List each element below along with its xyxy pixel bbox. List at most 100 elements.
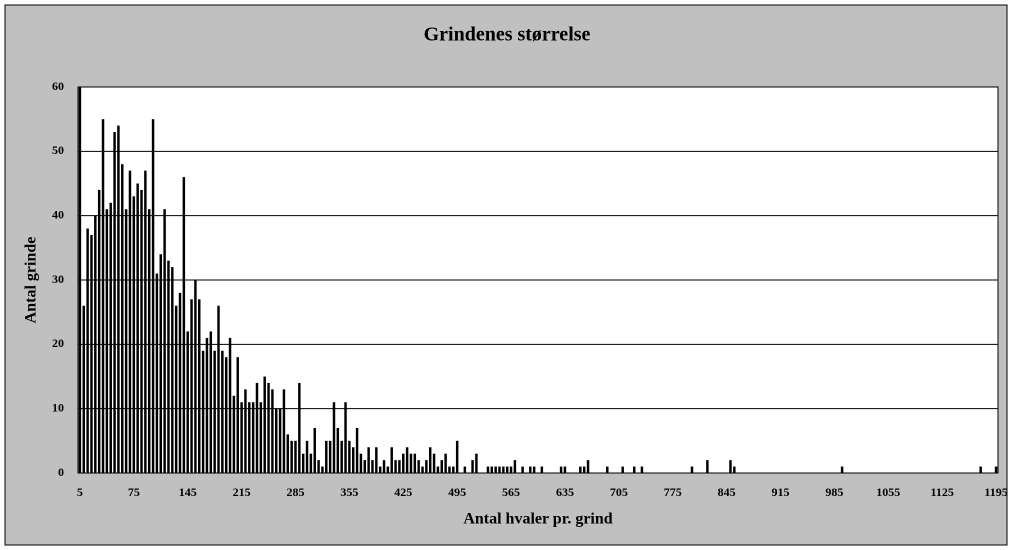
- bar: [259, 402, 263, 473]
- bar: [132, 196, 136, 473]
- bar: [159, 254, 162, 473]
- bar: [167, 260, 170, 473]
- bar: [205, 337, 209, 473]
- y-tick-label: 20: [52, 336, 64, 350]
- bar: [378, 466, 382, 473]
- bar: [355, 427, 359, 473]
- bar: [444, 453, 447, 473]
- bar: [117, 125, 120, 473]
- y-tick-label: 10: [52, 400, 64, 414]
- bar: [301, 453, 305, 473]
- bar: [136, 183, 139, 473]
- x-tick-label: 775: [664, 485, 682, 499]
- x-tick-label: 285: [286, 485, 304, 499]
- bar: [171, 267, 174, 473]
- bar: [494, 466, 497, 473]
- y-axis-label: Antal grinde: [23, 237, 40, 324]
- bar: [94, 215, 97, 473]
- bar: [359, 453, 363, 473]
- bar: [147, 209, 151, 473]
- bar: [305, 440, 309, 473]
- bar: [82, 305, 86, 473]
- bar: [128, 170, 132, 473]
- y-tick-label: 50: [52, 143, 64, 157]
- x-tick-label: 145: [179, 485, 197, 499]
- x-tick-label: 495: [448, 485, 466, 499]
- bar: [579, 466, 582, 473]
- bar: [502, 466, 505, 473]
- bar: [174, 305, 178, 473]
- bar: [405, 447, 409, 473]
- bar: [513, 460, 517, 473]
- bar: [336, 427, 340, 473]
- x-tick-label: 915: [772, 485, 790, 499]
- bar: [313, 427, 316, 473]
- x-tick-label: 845: [718, 485, 736, 499]
- bar: [351, 447, 355, 473]
- chart-title: Grindenes størrelse: [424, 24, 591, 46]
- bar: [532, 466, 536, 473]
- bar: [201, 350, 205, 473]
- bar: [221, 350, 224, 473]
- bar: [97, 189, 101, 473]
- bar: [328, 440, 332, 473]
- bar: [209, 331, 213, 473]
- bar: [413, 453, 417, 473]
- bar: [86, 228, 89, 473]
- bar: [275, 408, 278, 473]
- bar: [475, 453, 478, 473]
- x-tick-label: 985: [825, 485, 843, 499]
- bar: [236, 357, 239, 473]
- bar: [340, 440, 343, 473]
- bar: [348, 440, 351, 473]
- bar: [186, 331, 189, 473]
- bar: [425, 460, 428, 473]
- bar: [690, 466, 694, 473]
- bar: [840, 466, 844, 473]
- x-tick-label: 1195: [984, 485, 1007, 499]
- bar: [455, 440, 459, 473]
- bar: [101, 119, 105, 474]
- bar: [190, 299, 193, 473]
- x-tick-label: 215: [233, 485, 251, 499]
- bar: [606, 466, 609, 473]
- x-tick-label: 1125: [931, 485, 954, 499]
- bar: [529, 466, 532, 473]
- bar: [248, 402, 251, 473]
- bar: [182, 177, 186, 474]
- bar: [421, 466, 424, 473]
- bar: [436, 466, 440, 473]
- bar: [163, 209, 166, 473]
- bar: [386, 466, 390, 473]
- bar: [363, 460, 367, 473]
- bar: [733, 466, 736, 473]
- bar: [271, 389, 274, 473]
- bar: [505, 466, 509, 473]
- y-tick-label: 30: [52, 272, 64, 286]
- bar: [113, 132, 116, 474]
- y-tick-label: 60: [52, 79, 64, 93]
- bar: [140, 189, 143, 473]
- bar: [213, 350, 216, 473]
- bar: [321, 466, 324, 473]
- bar: [240, 402, 243, 473]
- bar: [344, 402, 347, 473]
- bar: [325, 440, 328, 473]
- x-tick-label: 565: [502, 485, 520, 499]
- bar: [90, 234, 93, 473]
- bar: [228, 337, 232, 473]
- bar: [432, 453, 436, 473]
- bar: [298, 382, 301, 473]
- y-tick-label: 0: [58, 465, 64, 479]
- bar: [729, 460, 732, 473]
- bar: [367, 447, 370, 473]
- x-tick-label: 5: [77, 485, 83, 499]
- bar: [151, 119, 155, 474]
- bar: [633, 466, 636, 473]
- bar: [559, 466, 563, 473]
- bar: [509, 466, 513, 473]
- bar: [463, 466, 467, 473]
- bar: [390, 447, 393, 473]
